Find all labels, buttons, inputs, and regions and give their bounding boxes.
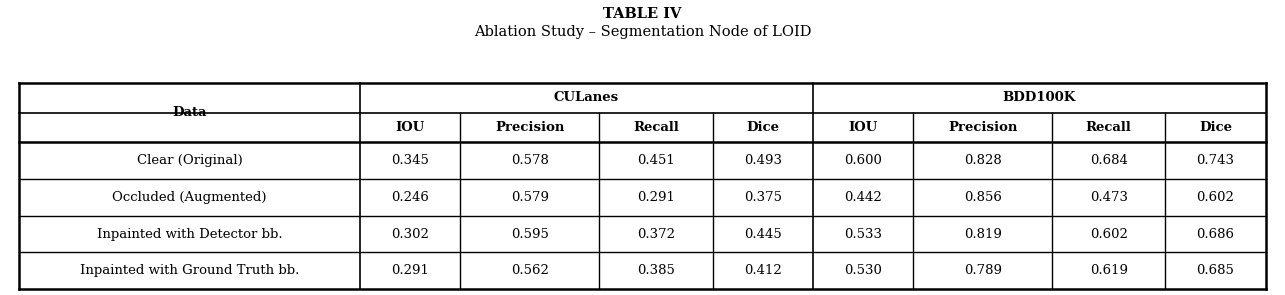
Text: 0.579: 0.579 [511, 191, 549, 204]
Text: 0.345: 0.345 [392, 154, 429, 167]
Text: 0.685: 0.685 [1196, 264, 1235, 277]
Text: 0.828: 0.828 [964, 154, 1001, 167]
Text: Occluded (Augmented): Occluded (Augmented) [113, 191, 267, 204]
Text: 0.246: 0.246 [392, 191, 429, 204]
Text: 0.530: 0.530 [844, 264, 882, 277]
Text: 0.619: 0.619 [1090, 264, 1128, 277]
Text: 0.493: 0.493 [744, 154, 781, 167]
Text: CULanes: CULanes [554, 91, 619, 104]
Text: Clear (Original): Clear (Original) [136, 154, 243, 167]
Text: 0.445: 0.445 [744, 228, 781, 241]
Text: Dice: Dice [1199, 121, 1232, 134]
Text: Precision: Precision [495, 121, 564, 134]
Text: IOU: IOU [848, 121, 878, 134]
Text: 0.291: 0.291 [637, 191, 675, 204]
Text: 0.385: 0.385 [637, 264, 675, 277]
Text: 0.442: 0.442 [844, 191, 882, 204]
Text: 0.743: 0.743 [1196, 154, 1235, 167]
Text: 0.451: 0.451 [637, 154, 675, 167]
Text: 0.291: 0.291 [392, 264, 429, 277]
Text: 0.375: 0.375 [744, 191, 781, 204]
Text: BDD100K: BDD100K [1002, 91, 1076, 104]
Text: 0.602: 0.602 [1196, 191, 1235, 204]
Text: TABLE IV: TABLE IV [604, 7, 681, 21]
Text: Recall: Recall [1086, 121, 1132, 134]
Text: Ablation Study – Segmentation Node of LOID: Ablation Study – Segmentation Node of LO… [474, 25, 811, 39]
Text: Precision: Precision [948, 121, 1018, 134]
Text: 0.600: 0.600 [844, 154, 882, 167]
Text: 0.372: 0.372 [637, 228, 675, 241]
Text: 0.473: 0.473 [1090, 191, 1128, 204]
Text: 0.602: 0.602 [1090, 228, 1128, 241]
Text: Recall: Recall [634, 121, 678, 134]
Text: 0.578: 0.578 [511, 154, 549, 167]
Text: 0.819: 0.819 [964, 228, 1002, 241]
Text: 0.684: 0.684 [1090, 154, 1128, 167]
Text: Inpainted with Detector bb.: Inpainted with Detector bb. [96, 228, 283, 241]
Text: 0.789: 0.789 [964, 264, 1002, 277]
Text: 0.412: 0.412 [744, 264, 781, 277]
Text: Data: Data [172, 106, 207, 119]
Text: 0.533: 0.533 [844, 228, 882, 241]
Text: Inpainted with Ground Truth bb.: Inpainted with Ground Truth bb. [80, 264, 299, 277]
Text: 0.595: 0.595 [511, 228, 549, 241]
Text: 0.562: 0.562 [511, 264, 549, 277]
Text: 0.856: 0.856 [964, 191, 1002, 204]
Text: 0.302: 0.302 [392, 228, 429, 241]
Text: Dice: Dice [747, 121, 779, 134]
Text: IOU: IOU [396, 121, 425, 134]
Text: 0.686: 0.686 [1196, 228, 1235, 241]
